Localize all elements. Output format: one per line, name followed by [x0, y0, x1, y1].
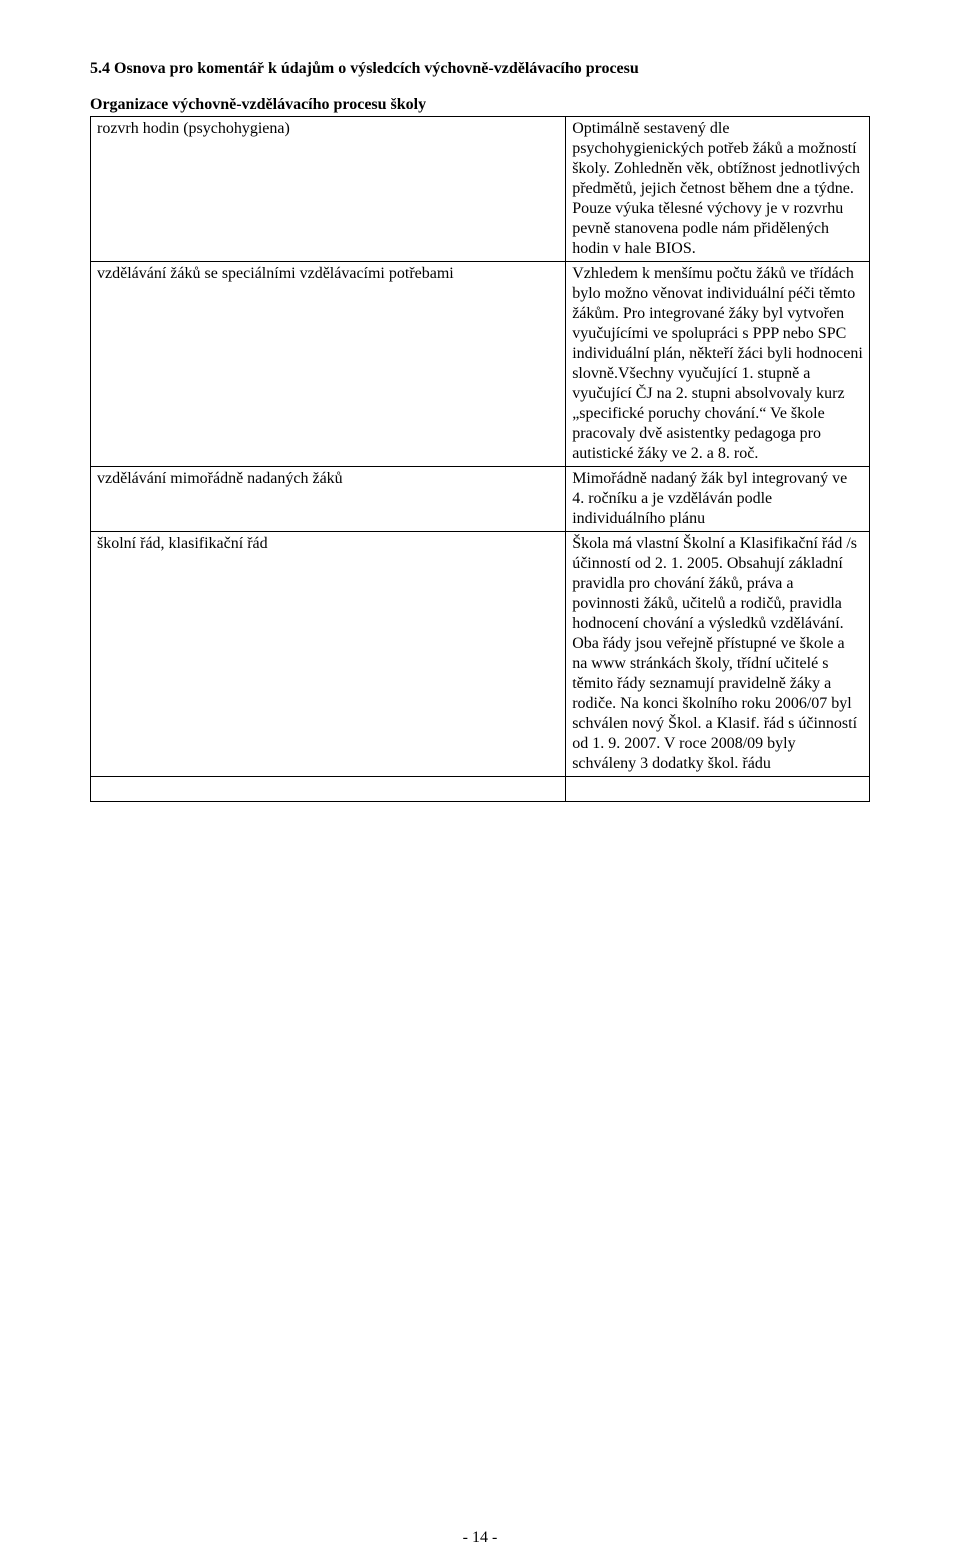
cell-left: vzdělávání mimořádně nadaných žáků [91, 467, 566, 532]
cell-right: Mimořádně nadaný žák byl integrovaný ve … [566, 467, 870, 532]
cell-left: vzdělávání žáků se speciálními vzdělávac… [91, 262, 566, 467]
table-row-empty [91, 777, 870, 802]
section-heading: 5.4 Osnova pro komentář k údajům o výsle… [90, 60, 870, 78]
section-subheading: Organizace výchovně-vzdělávacího procesu… [90, 96, 870, 114]
table-row: školní řád, klasifikační řád Škola má vl… [91, 532, 870, 777]
cell-right: Optimálně sestavený dle psychohygienický… [566, 117, 870, 262]
cell-left: školní řád, klasifikační řád [91, 532, 566, 777]
cell-empty [91, 777, 566, 802]
table-row: vzdělávání mimořádně nadaných žáků Mimoř… [91, 467, 870, 532]
cell-right: Vzhledem k menšímu počtu žáků ve třídách… [566, 262, 870, 467]
table-row: vzdělávání žáků se speciálními vzdělávac… [91, 262, 870, 467]
cell-left: rozvrh hodin (psychohygiena) [91, 117, 566, 262]
content-table: rozvrh hodin (psychohygiena) Optimálně s… [90, 116, 870, 802]
cell-right: Škola má vlastní Školní a Klasifikační ř… [566, 532, 870, 777]
table-row: rozvrh hodin (psychohygiena) Optimálně s… [91, 117, 870, 262]
cell-empty [566, 777, 870, 802]
page-number: - 14 - [0, 1529, 960, 1547]
page: 5.4 Osnova pro komentář k údajům o výsle… [0, 0, 960, 1567]
